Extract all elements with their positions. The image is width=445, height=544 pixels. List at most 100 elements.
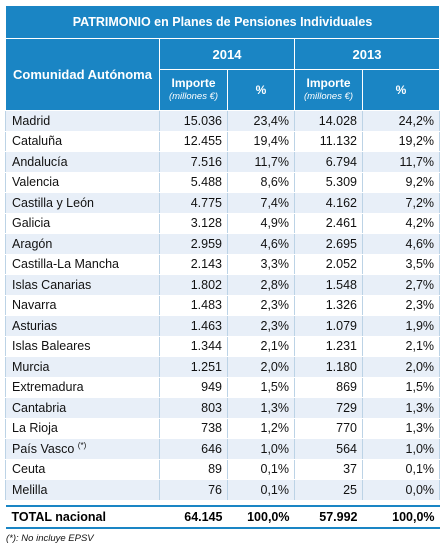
percent-2014-cell: 1,3% <box>227 397 295 419</box>
percent-2013-cell: 1,0% <box>361 438 441 460</box>
region-name: Asturias <box>12 318 58 333</box>
percent-2013-cell: 4,2% <box>361 213 441 234</box>
importe-2013-cell: 6.794 <box>294 151 363 173</box>
percent-2013-cell: 7,2% <box>361 192 441 214</box>
importe-unit-label: (millones €) <box>168 91 219 102</box>
table-row: La Rioja 738 1,2% 770 1,3% <box>5 418 441 439</box>
importe-2013-cell: 1.180 <box>294 356 363 378</box>
region-name-cell: Murcia <box>5 356 160 378</box>
region-name: Cataluña <box>12 134 63 149</box>
region-name-cell: Madrid <box>5 110 160 132</box>
percent-2013-cell: 2,7% <box>361 274 441 296</box>
region-name: Extremadura <box>12 380 84 395</box>
importe-2014-cell: 1.463 <box>159 315 228 337</box>
region-name: Ceuta <box>12 462 46 477</box>
importe-2013-cell: 564 <box>294 438 363 460</box>
table-body: Madrid 15.036 23,4% 14.028 24,2% Cataluña 12.4… <box>5 110 441 501</box>
importe-2014-cell: 949 <box>159 377 228 398</box>
percent-2014-cell: 8,6% <box>227 172 295 193</box>
importe-2014-cell: 12.455 <box>159 131 228 152</box>
importe-2013-cell: 14.028 <box>294 110 363 132</box>
region-name: Melilla <box>12 482 48 497</box>
table-row: Navarra 1.483 2,3% 1.326 2,3% <box>5 295 441 316</box>
percent-2014-cell: 4,9% <box>227 213 295 234</box>
importe-2014-cell: 803 <box>159 397 228 419</box>
region-name: La Rioja <box>12 421 58 436</box>
importe-2014-cell: 1.251 <box>159 356 228 378</box>
percent-2013-cell: 1,9% <box>361 315 441 337</box>
percent-2013-cell: 2,1% <box>361 336 441 357</box>
importe-2013-cell: 2.052 <box>294 254 363 275</box>
percent-2014-cell: 11,7% <box>227 151 295 173</box>
table-row: Aragón 2.959 4,6% 2.695 4,6% <box>5 233 441 255</box>
percent-2013-cell: 11,7% <box>361 151 441 173</box>
year-2013-header: 2013 <box>293 38 441 70</box>
importe-2013-header: Importe (millones €) <box>294 69 363 111</box>
year-2014-header: 2014 <box>159 38 295 70</box>
percent-2013-cell: 2,0% <box>361 356 441 378</box>
percent-2014-cell: 1,0% <box>227 438 295 460</box>
table-row: Cataluña 12.455 19,4% 11.132 19,2% <box>5 131 441 152</box>
table-row: Castilla-La Mancha 2.143 3,3% 2.052 3,5% <box>5 254 441 275</box>
total-importe-2013: 57.992 <box>294 504 363 529</box>
table-row: Extremadura 949 1,5% 869 1,5% <box>5 377 441 398</box>
region-name: Murcia <box>12 359 50 374</box>
region-name-cell: Valencia <box>5 172 160 193</box>
percent-2013-cell: 4,6% <box>361 233 441 255</box>
importe-2014-cell: 76 <box>159 479 228 501</box>
percent-2013-header: % <box>361 69 441 111</box>
region-name-cell: Aragón <box>5 233 160 255</box>
region-name: Aragón <box>12 236 53 251</box>
region-name-cell: La Rioja <box>5 418 160 439</box>
table-row: Asturias 1.463 2,3% 1.079 1,9% <box>5 315 441 337</box>
percent-2013-cell: 9,2% <box>361 172 441 193</box>
table-row: Cantabria 803 1,3% 729 1,3% <box>5 397 441 419</box>
table-row: Ceuta 89 0,1% 37 0,1% <box>5 459 441 480</box>
region-name-cell: Castilla-La Mancha <box>5 254 160 275</box>
importe-2014-cell: 738 <box>159 418 228 439</box>
region-name: Navarra <box>12 298 57 313</box>
region-name: Islas Canarias <box>12 277 92 292</box>
importe-unit-label: (millones €) <box>303 91 354 102</box>
importe-2013-cell: 37 <box>294 459 363 480</box>
percent-2014-cell: 1,2% <box>227 418 295 439</box>
importe-2014-cell: 4.775 <box>159 192 228 214</box>
percent-2014-cell: 3,3% <box>227 254 295 275</box>
total-importe-2014: 64.145 <box>159 504 228 529</box>
percent-2014-cell: 2,3% <box>227 295 295 316</box>
table-row: Melilla 76 0,1% 25 0,0% <box>5 479 441 501</box>
percent-2013-cell: 1,3% <box>361 397 441 419</box>
percent-2014-cell: 2,3% <box>227 315 295 337</box>
table-row: Islas Canarias 1.802 2,8% 1.548 2,7% <box>5 274 441 296</box>
percent-2014-cell: 19,4% <box>227 131 295 152</box>
importe-2014-cell: 5.488 <box>159 172 228 193</box>
table-row: País Vasco (*) 646 1,0% 564 1,0% <box>5 438 441 460</box>
percent-2013-cell: 3,5% <box>361 254 441 275</box>
table-row: Madrid 15.036 23,4% 14.028 24,2% <box>5 110 441 132</box>
importe-2014-cell: 89 <box>159 459 228 480</box>
region-name-cell: Ceuta <box>5 459 160 480</box>
footnote-marker: (*) <box>77 441 87 451</box>
importe-2013-cell: 1.231 <box>294 336 363 357</box>
region-name: Castilla-La Mancha <box>12 257 119 272</box>
percent-2014-cell: 2,0% <box>227 356 295 378</box>
importe-label: Importe <box>171 76 216 90</box>
region-name: Islas Baleares <box>12 339 91 354</box>
percent-2014-cell: 2,8% <box>227 274 295 296</box>
region-name-cell: Galicia <box>5 213 160 234</box>
region-name-cell: Asturias <box>5 315 160 337</box>
percent-2013-cell: 19,2% <box>361 131 441 152</box>
importe-2013-cell: 770 <box>294 418 363 439</box>
region-name: Castilla y León <box>12 195 94 210</box>
region-name-cell: Islas Baleares <box>5 336 160 357</box>
table-row: Islas Baleares 1.344 2,1% 1.231 2,1% <box>5 336 441 357</box>
importe-2014-cell: 1.344 <box>159 336 228 357</box>
region-header: Comunidad Autónoma <box>5 38 160 111</box>
table-row: Andalucía 7.516 11,7% 6.794 11,7% <box>5 151 441 173</box>
table-row: Castilla y León 4.775 7,4% 4.162 7,2% <box>5 192 441 214</box>
region-name-cell: Castilla y León <box>5 192 160 214</box>
importe-2013-cell: 1.079 <box>294 315 363 337</box>
percent-2014-cell: 4,6% <box>227 233 295 255</box>
percent-2013-cell: 1,5% <box>361 377 441 398</box>
importe-label: Importe <box>306 76 351 90</box>
